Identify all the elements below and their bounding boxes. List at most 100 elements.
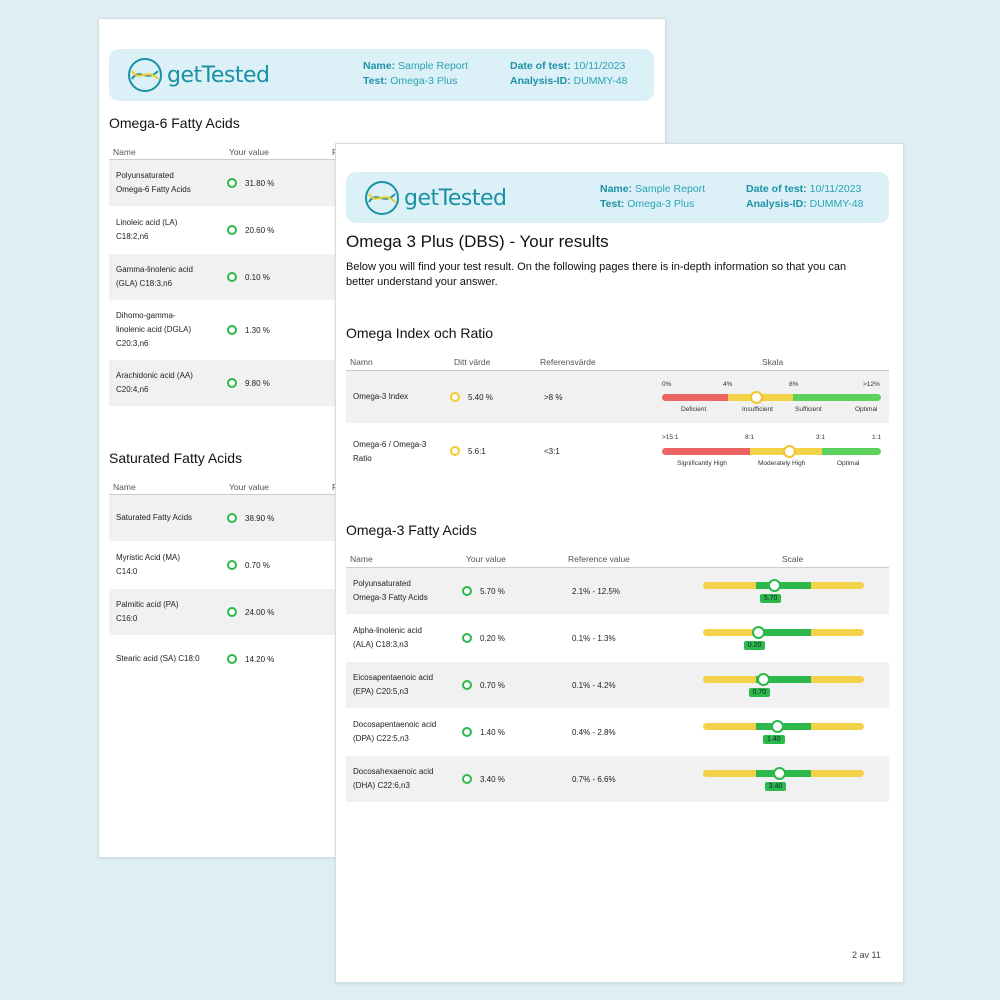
row-value: 0.70 % (227, 560, 270, 570)
row-value: 0.20 % (462, 633, 505, 643)
index-title: Omega Index och Ratio (346, 325, 494, 341)
intro-line-1: Below you will find your test result. On… (346, 261, 847, 273)
tick-label: 8:1 (745, 434, 755, 441)
intro-text: Below you will find your test result. On… (346, 260, 886, 290)
row-ref: >8 % (544, 393, 563, 402)
col-scale: Scale (782, 554, 804, 564)
table-row: Omega-6 / Omega-3 Ratio 5.6:1 <3:1 >15:1 … (346, 424, 889, 484)
date-label: Date of test: (746, 183, 807, 195)
analysis-value: DUMMY-48 (809, 198, 864, 210)
table-row: Docosahexaenoic acid (DHA) C22:6,n3 3.40 … (346, 756, 889, 802)
row-name: Myristic Acid (MA) C14:0 (116, 553, 180, 576)
status-dot-icon (462, 680, 472, 690)
row-value: 5.70 % (462, 586, 505, 596)
table-row: Stearic acid (SA) C18:0 14.20 % (109, 636, 654, 682)
tick-label: 0% (662, 381, 672, 388)
page-number: 2 av 11 (852, 950, 881, 960)
row-name: Eicosapentaenoic acid (EPA) C20:5,n3 (353, 673, 434, 696)
scale-marker (751, 626, 765, 639)
page-title: Omega 3 Plus (DBS) - Your results (346, 232, 609, 251)
test-info: Date of test: 10/11/2023 Analysis-ID: DU… (510, 59, 627, 89)
row-ref: <3:1 (544, 447, 560, 456)
name-label: Name: (600, 183, 633, 195)
col-value: Your value (466, 554, 506, 564)
scale-marker (756, 673, 770, 686)
tick-label: 4% (723, 381, 733, 388)
report-header: getTested Name: Sample Report Test: Omeg… (346, 172, 889, 223)
zone-label: Moderately High (758, 460, 806, 467)
row-name: Omega-6 / Omega-3 Ratio (353, 440, 427, 463)
row-value: 9.80 % (227, 378, 270, 388)
row-name: Linoleic acid (LA) C18:2,n6 (116, 218, 178, 241)
row-ref: 0.7% - 6.6% (572, 775, 616, 784)
dna-logo-icon (365, 181, 399, 215)
row-name: Palmitic acid (PA) C16:0 (116, 600, 179, 623)
reference-scale-bar (703, 676, 864, 683)
row-name: Docosahexaenoic acid (DHA) C22:6,n3 (353, 767, 434, 790)
row-value: 14.20 % (227, 654, 274, 664)
row-ref: 0.1% - 4.2% (572, 681, 616, 690)
zone-label: Optimal (855, 406, 878, 413)
analysis-label: Analysis-ID: (746, 198, 807, 210)
dna-logo-icon (128, 58, 162, 92)
report-page-front: getTested Name: Sample Report Test: Omeg… (335, 143, 904, 983)
brand-logo: getTested (364, 180, 507, 216)
report-header: getTested Name: Sample Report Test: Omeg… (109, 49, 654, 101)
col-value: Your value (229, 147, 269, 157)
col-name: Name (113, 147, 136, 157)
scale-value-label: 0.20 (743, 641, 766, 650)
index-scale-bar (662, 394, 881, 401)
saturated-title: Saturated Fatty Acids (109, 450, 243, 466)
tick-label: 1:1 (872, 434, 882, 441)
col-name: Namn (350, 357, 373, 367)
status-dot-icon (462, 633, 472, 643)
analysis-value: DUMMY-48 (573, 75, 628, 87)
name-value: Sample Report (635, 183, 706, 195)
ratio-scale-bar (662, 448, 881, 455)
row-ref: 2.1% - 12.5% (572, 587, 621, 596)
index-scale-marker (750, 391, 764, 404)
scale-value-label: 5.70 (759, 594, 782, 603)
divider (346, 370, 889, 371)
name-label: Name: (363, 60, 396, 72)
patient-info: Name: Sample Report Test: Omega-3 Plus (363, 59, 468, 89)
row-name: Polyunsaturated Omega-6 Fatty Acids (116, 171, 191, 194)
table-row: Polyunsaturated Omega-3 Fatty Acids 5.70 … (346, 568, 889, 614)
status-dot-icon (462, 727, 472, 737)
row-value: 1.30 % (227, 325, 270, 335)
test-value: Omega-3 Plus (627, 198, 695, 210)
table-row: Alpha-linolenic acid (ALA) C18:3,n3 0.20 … (346, 615, 889, 661)
name-value: Sample Report (398, 60, 469, 72)
scale-marker (771, 720, 785, 733)
row-value: 3.40 % (462, 774, 505, 784)
status-dot-icon (227, 178, 237, 188)
omega3-title: Omega-3 Fatty Acids (346, 522, 477, 538)
status-dot-icon (462, 586, 472, 596)
zone-label: Optimal (837, 460, 860, 467)
date-value: 10/11/2023 (809, 183, 862, 195)
col-ref: Reference value (568, 554, 630, 564)
row-ref: 0.4% - 2.8% (572, 728, 616, 737)
tick-label: 3:1 (816, 434, 826, 441)
zone-label: Insufficient (742, 406, 773, 413)
row-name: Saturated Fatty Acids (116, 513, 193, 522)
row-value: 31.80 % (227, 178, 274, 188)
status-dot-icon (227, 378, 237, 388)
row-name: Omega-3 Index (353, 392, 409, 401)
table-row: Omega-3 Index 5.40 % >8 % 0% 4% 8% >12% … (346, 371, 889, 423)
table-row: Dihomo-gamma-linolenic acid (DGLA) C20:3,… (109, 301, 654, 359)
brand-logo: getTested (127, 57, 270, 93)
status-dot-icon (450, 446, 460, 456)
col-name: Name (350, 554, 373, 564)
col-name: Name (113, 482, 136, 492)
tick-label: >12% (863, 381, 880, 388)
row-name: Polyunsaturated Omega-3 Fatty Acids (353, 579, 428, 602)
brand-name: getTested (404, 185, 507, 211)
row-name: Dihomo-gamma-linolenic acid (DGLA) C20:3,… (116, 311, 192, 348)
reference-scale-bar (703, 629, 864, 636)
tick-label: >15:1 (662, 434, 679, 441)
col-value: Ditt värde (454, 357, 491, 367)
patient-info: Name: Sample Report Test: Omega-3 Plus (600, 182, 705, 212)
row-ref: 0.1% - 1.3% (572, 634, 616, 643)
test-label: Test: (600, 198, 625, 210)
